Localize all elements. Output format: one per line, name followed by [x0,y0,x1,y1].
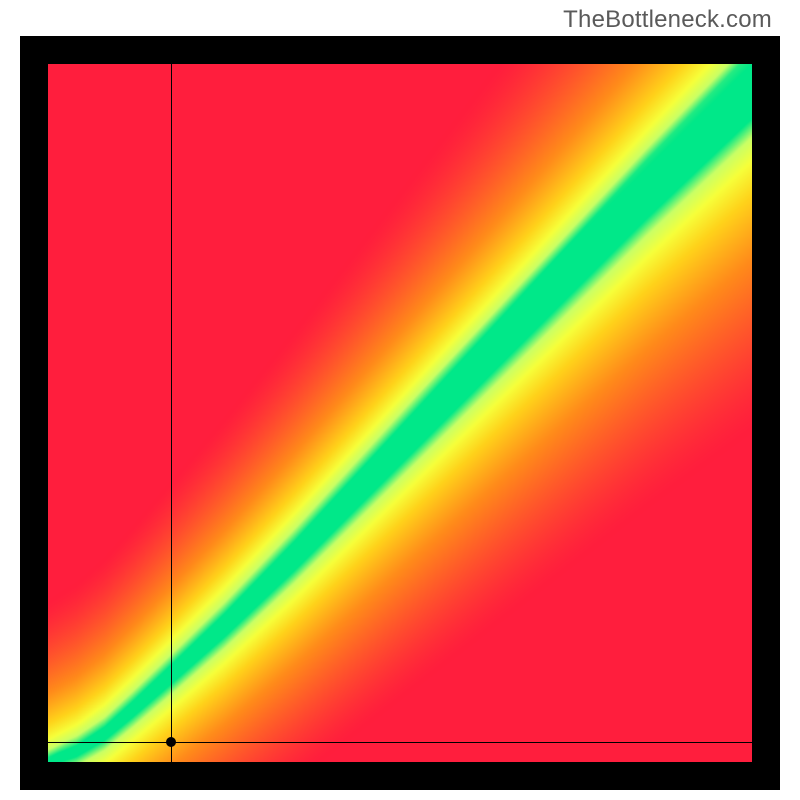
heatmap-canvas [48,64,752,762]
crosshair-horizontal [48,742,752,743]
chart-container: { "watermark": "TheBottleneck.com", "can… [0,0,800,800]
watermark-text: TheBottleneck.com [563,6,772,34]
crosshair-vertical [171,64,172,762]
crosshair-marker [166,737,176,747]
